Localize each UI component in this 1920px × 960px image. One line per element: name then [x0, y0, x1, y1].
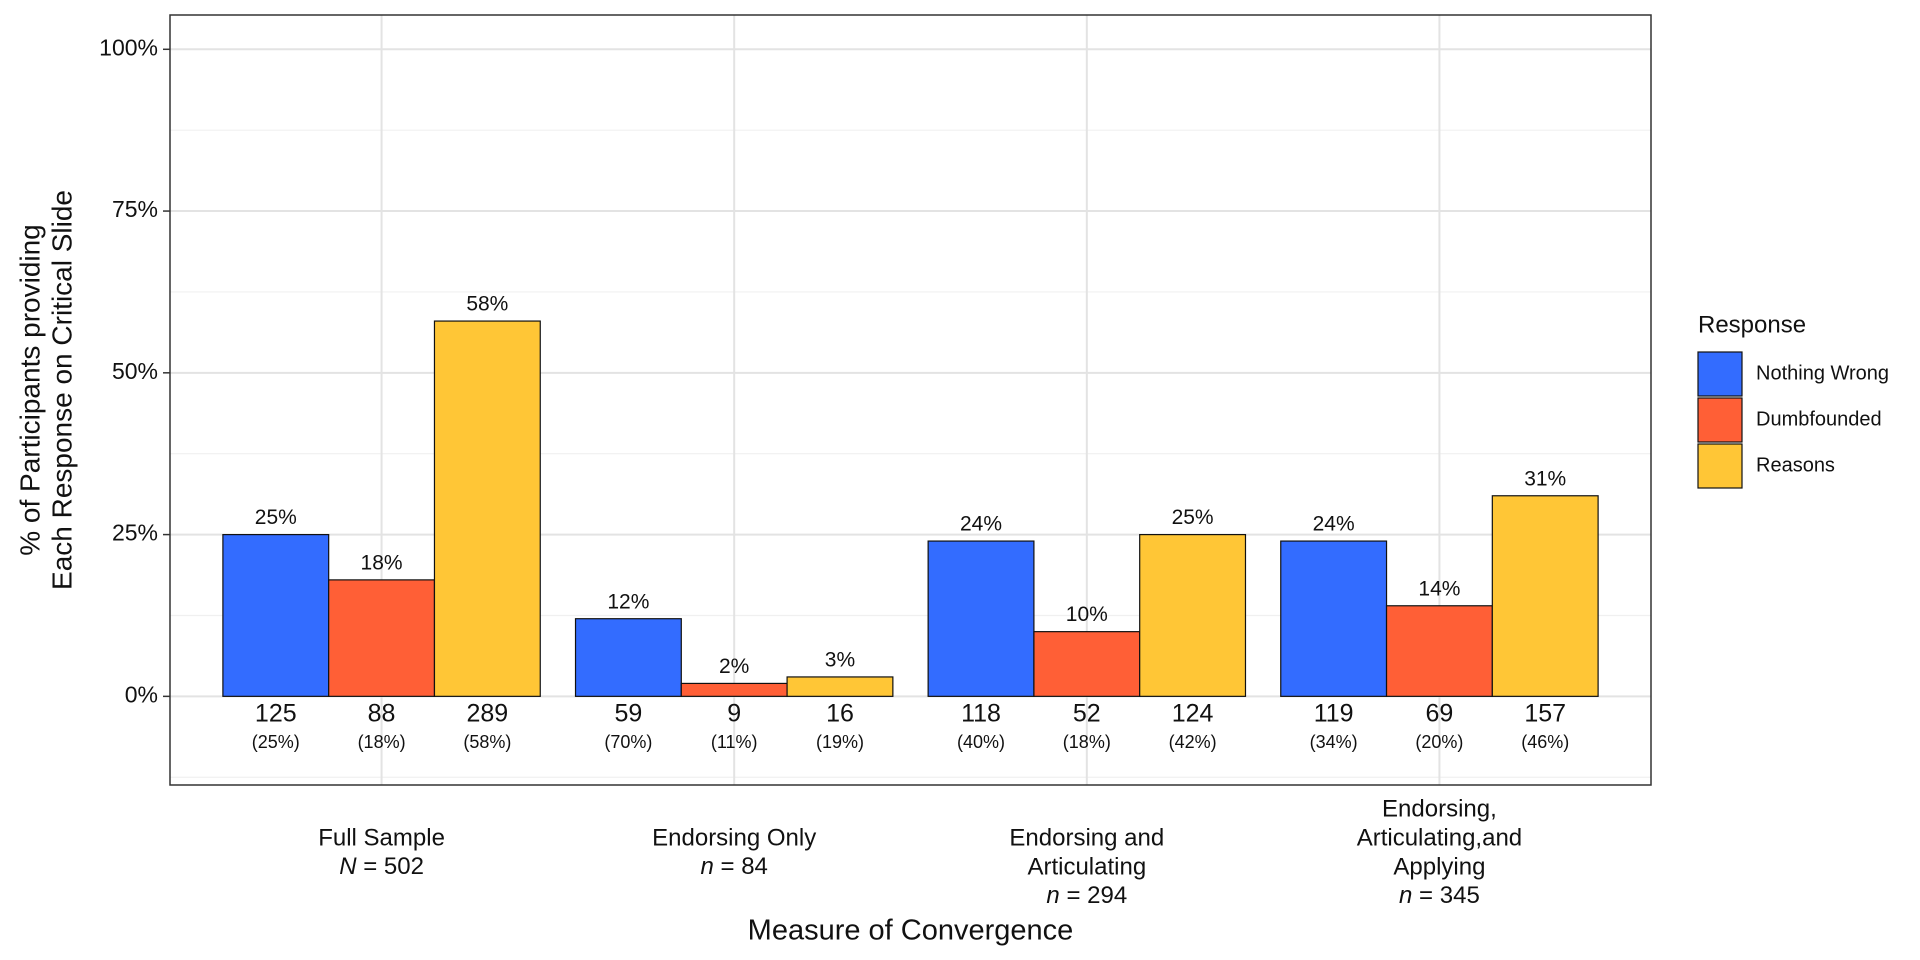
x-tick-label: Endorsing, — [1382, 795, 1497, 822]
bar — [1385, 605, 1493, 697]
legend-key — [1697, 351, 1743, 397]
y-axis-title: Each Response on Critical Slide — [46, 190, 77, 590]
value-label: 3% — [825, 648, 855, 671]
count-label: 119 — [1314, 700, 1354, 728]
bar — [328, 579, 436, 697]
count-label: 59 — [614, 700, 642, 728]
count-label: 289 — [466, 700, 508, 728]
count-share-label: (58%) — [463, 732, 511, 752]
legend-label: Nothing Wrong — [1756, 362, 1889, 384]
y-tick-label: 50% — [112, 358, 158, 384]
legend-title: Response — [1698, 311, 1806, 338]
legend-label: Reasons — [1756, 454, 1835, 476]
count-share-label: (19%) — [816, 732, 864, 752]
count-share-label: (11%) — [711, 732, 758, 752]
count-share-label: (42%) — [1169, 732, 1217, 752]
y-tick-label: 100% — [99, 34, 158, 60]
x-tick-label: Applying — [1393, 853, 1485, 880]
value-label: 14% — [1418, 577, 1460, 600]
x-axis-title: Measure of Convergence — [748, 915, 1074, 947]
count-share-label: (18%) — [1063, 732, 1111, 752]
count-label: 88 — [368, 700, 396, 728]
count-label: 124 — [1172, 700, 1214, 728]
x-tick-sample-size: N = 502 — [339, 853, 424, 880]
value-label: 25% — [255, 506, 297, 529]
value-label: 12% — [607, 590, 649, 613]
count-label: 125 — [255, 700, 297, 728]
value-label: 25% — [1172, 506, 1214, 529]
value-label: 24% — [1313, 513, 1355, 536]
bar — [222, 533, 330, 697]
x-tick-label: Articulating — [1027, 853, 1146, 880]
count-share-label: (40%) — [957, 732, 1005, 752]
bar — [680, 682, 788, 697]
count-share-label: (34%) — [1310, 732, 1358, 752]
legend-label: Dumbfounded — [1756, 408, 1882, 430]
y-tick-label: 25% — [112, 520, 158, 546]
legend-key — [1697, 443, 1743, 489]
count-label: 118 — [961, 700, 1001, 728]
plot-border — [169, 14, 1652, 786]
x-tick-sample-size: n = 294 — [1046, 882, 1127, 909]
count-share-label: (20%) — [1415, 732, 1463, 752]
x-tick-sample-size: n = 84 — [700, 853, 767, 880]
y-axis-title: % of Participants providing — [14, 224, 45, 556]
count-label: 52 — [1073, 700, 1101, 728]
bar — [1139, 533, 1247, 697]
x-tick-label: Articulating,and — [1357, 824, 1522, 851]
count-label: 69 — [1426, 700, 1454, 728]
bar — [574, 618, 682, 697]
x-tick-label: Endorsing Only — [652, 824, 816, 851]
x-tick-label: Endorsing and — [1009, 824, 1164, 851]
value-label: 18% — [361, 551, 403, 574]
bar — [433, 320, 541, 697]
value-label: 10% — [1066, 603, 1108, 626]
count-label: 9 — [727, 700, 741, 728]
count-share-label: (18%) — [358, 732, 406, 752]
y-tick-label: 0% — [125, 681, 158, 707]
value-label: 31% — [1524, 467, 1566, 490]
value-label: 2% — [719, 655, 749, 678]
x-tick-label: Full Sample — [318, 824, 445, 851]
x-tick-sample-size: n = 345 — [1399, 882, 1480, 909]
bar — [786, 676, 894, 697]
count-share-label: (46%) — [1521, 732, 1569, 752]
legend-key — [1697, 397, 1743, 443]
count-share-label: (25%) — [252, 732, 300, 752]
count-share-label: (70%) — [604, 732, 652, 752]
count-label: 16 — [826, 700, 854, 728]
count-label: 157 — [1524, 700, 1566, 728]
bar — [1491, 495, 1599, 697]
bar — [927, 540, 1035, 697]
y-tick-label: 75% — [112, 196, 158, 222]
value-label: 24% — [960, 513, 1002, 536]
value-label: 58% — [466, 293, 508, 316]
bar — [1033, 631, 1141, 697]
bar — [1280, 540, 1388, 697]
